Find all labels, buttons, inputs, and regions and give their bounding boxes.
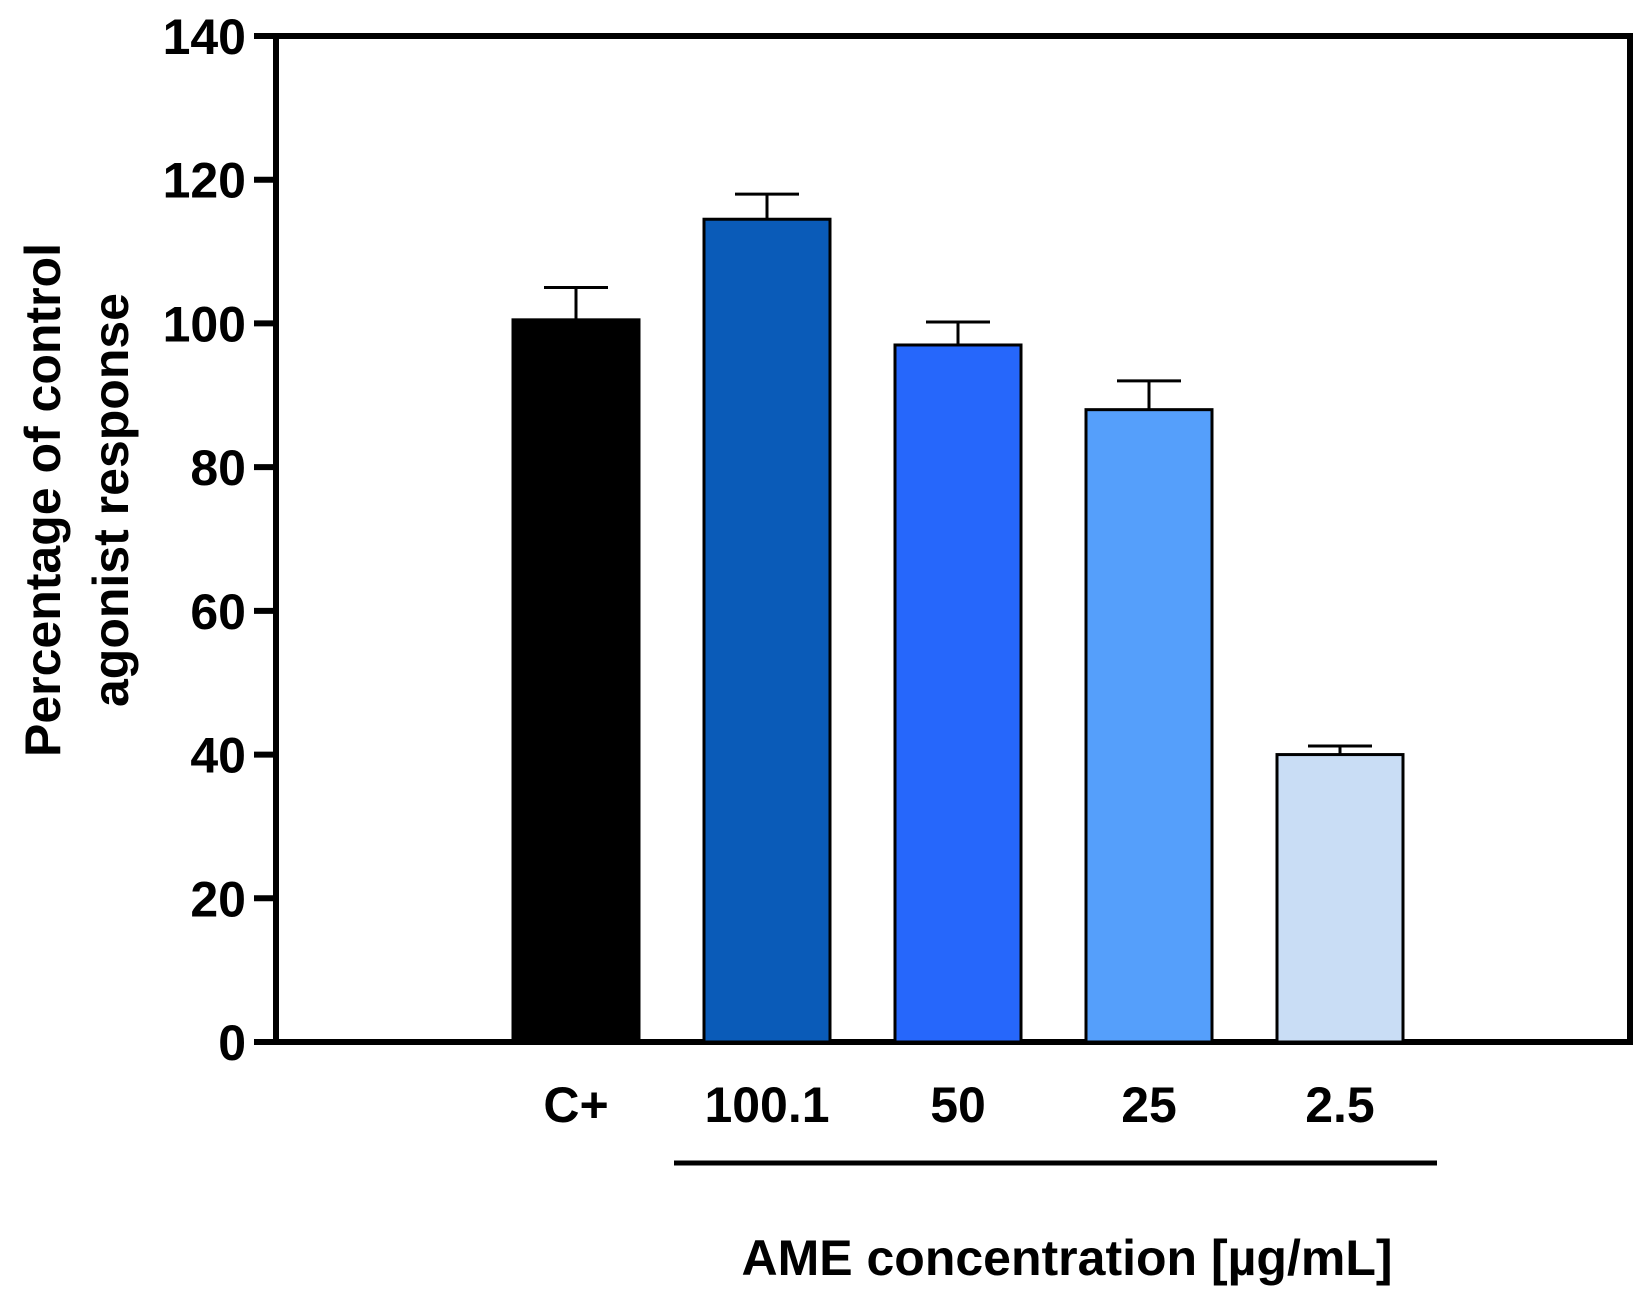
y-tick-label: 80	[190, 440, 246, 496]
y-tick-label: 0	[218, 1015, 246, 1071]
y-tick-label: 60	[190, 584, 246, 640]
bar-100.1	[702, 217, 832, 1044]
axis-titles: Percentage of control agonist response A…	[15, 243, 1393, 1286]
y-axis-title-line-1: Percentage of control	[15, 243, 71, 757]
bar-C+	[511, 318, 641, 1044]
x-axis: C+ 100.1 50 25 2.5	[543, 1077, 1437, 1166]
y-tick-label: 100	[163, 296, 246, 352]
y-axis: 0 20 40 60 80 100 120 140	[163, 9, 276, 1071]
bar-25	[1084, 408, 1214, 1044]
x-axis-title: AME concentration [µg/mL]	[741, 1230, 1392, 1286]
y-tick-label: 140	[163, 9, 246, 65]
x-category-label: 2.5	[1305, 1077, 1375, 1133]
error-bars-group	[544, 192, 1372, 755]
y-tick-label: 20	[190, 871, 246, 927]
x-category-label: 50	[930, 1077, 986, 1133]
y-tick-label: 40	[190, 728, 246, 784]
x-category-label: C+	[543, 1077, 608, 1133]
y-axis-title-line-2: agonist response	[83, 293, 139, 707]
bar-2.5	[1275, 753, 1405, 1044]
bar-50	[893, 343, 1023, 1044]
y-tick-label: 120	[163, 153, 246, 209]
x-category-label: 25	[1121, 1077, 1177, 1133]
x-category-label: 100.1	[704, 1077, 829, 1133]
